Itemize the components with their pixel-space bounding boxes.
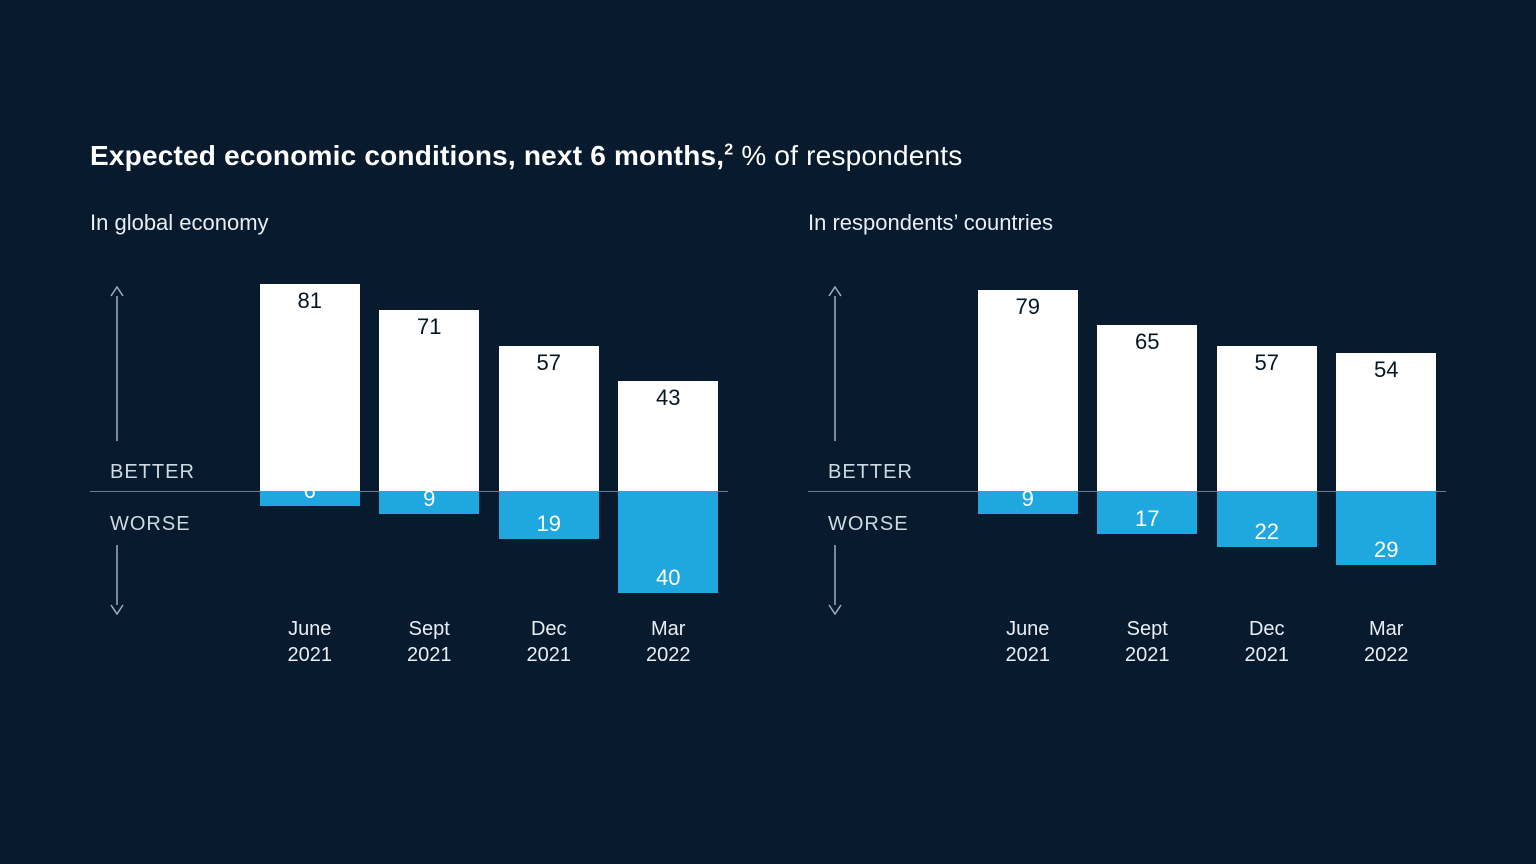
chart-country: BETTERWORSE 799June20216517Sept20215722D… (808, 266, 1446, 686)
panel-country: In respondents’ countries BETTER WORSE 79… (808, 210, 1446, 686)
axis-label-better: BETTER (828, 461, 913, 484)
bar-column: 719Sept2021 (379, 266, 479, 686)
value-better: 43 (618, 385, 718, 411)
category-label: Mar2022 (1316, 616, 1456, 668)
arrow-down-icon (110, 545, 124, 615)
bar-column: 799June2021 (978, 266, 1078, 686)
bar-column: 5429Mar2022 (1336, 266, 1436, 686)
axis-label-worse: WORSE (828, 513, 909, 536)
bars-container: 799June20216517Sept20215722Dec20215429Ma… (968, 266, 1446, 686)
value-worse: 9 (978, 486, 1078, 512)
axis-label-better: BETTER (110, 461, 195, 484)
axis-label-worse: WORSE (110, 513, 191, 536)
panel-global: In global economy BETTERWORSE 816June202… (90, 210, 728, 686)
value-worse: 19 (499, 511, 599, 537)
chart-title: Expected economic conditions, next 6 mon… (90, 140, 962, 172)
y-axis: BETTER WORSE (110, 286, 240, 626)
chart-global: BETTERWORSE 816June2021719Sept20215719De… (90, 266, 728, 686)
bar-column: 816June2021 (260, 266, 360, 686)
y-axis: BETTER WORSE (828, 286, 958, 626)
value-worse: 17 (1097, 506, 1197, 532)
value-better: 54 (1336, 357, 1436, 383)
value-worse: 22 (1217, 519, 1317, 545)
title-footnote: 2 (724, 142, 733, 159)
bar-column: 5722Dec2021 (1217, 266, 1317, 686)
value-better: 71 (379, 314, 479, 340)
bar-column: 6517Sept2021 (1097, 266, 1197, 686)
value-worse: 29 (1336, 537, 1436, 563)
title-bold: Expected economic conditions, next 6 mon… (90, 140, 724, 171)
arrow-up-icon (828, 286, 842, 441)
value-worse: 6 (260, 478, 360, 504)
value-better: 57 (499, 350, 599, 376)
arrow-down-icon (828, 545, 842, 615)
panel-title: In global economy (90, 210, 728, 236)
category-label: Mar2022 (598, 616, 738, 668)
value-worse: 40 (618, 565, 718, 591)
bar-better (260, 284, 360, 491)
bar-column: 5719Dec2021 (499, 266, 599, 686)
panels: In global economy BETTERWORSE 816June202… (90, 210, 1446, 686)
arrow-up-icon (110, 286, 124, 441)
value-better: 79 (978, 294, 1078, 320)
bar-column: 4340Mar2022 (618, 266, 718, 686)
value-worse: 9 (379, 486, 479, 512)
title-light: % of respondents (733, 140, 962, 171)
value-better: 81 (260, 288, 360, 314)
bars-container: 816June2021719Sept20215719Dec20214340Mar… (250, 266, 728, 686)
value-better: 57 (1217, 350, 1317, 376)
value-better: 65 (1097, 329, 1197, 355)
bar-better (978, 290, 1078, 491)
panel-title: In respondents’ countries (808, 210, 1446, 236)
